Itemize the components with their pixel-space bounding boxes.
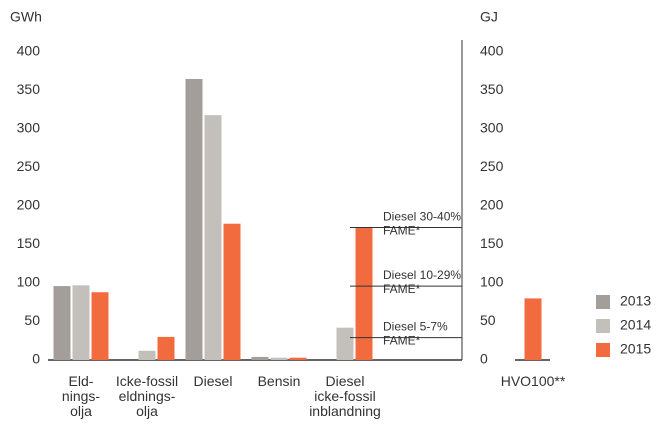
bar xyxy=(204,115,222,360)
bar xyxy=(72,285,90,360)
y-tick-label: 100 xyxy=(480,274,504,290)
y-tick-label: 300 xyxy=(480,120,504,136)
annotation: Diesel 5-7% FAME* xyxy=(383,320,448,348)
x-tick-label: Eld-nings-olja xyxy=(62,373,100,419)
y-axis-unit: GWh xyxy=(10,9,42,25)
x-tick-label: Icke-fossil eldnings-olja xyxy=(116,373,178,419)
y-tick-label: 50 xyxy=(480,312,496,328)
y-tick-label: 100 xyxy=(17,274,41,290)
y-tick-label: 200 xyxy=(480,197,504,213)
x-tick-label: Diesel xyxy=(194,373,233,389)
annotation: Diesel 10-29% FAME* xyxy=(383,268,461,296)
legend-label: 2014 xyxy=(620,317,651,333)
y-tick-label: 150 xyxy=(17,235,41,251)
bar xyxy=(270,357,288,360)
y-tick-label: 0 xyxy=(32,351,40,367)
y-tick-label: 400 xyxy=(17,43,41,59)
bar xyxy=(138,350,156,360)
bar xyxy=(524,298,542,360)
bar xyxy=(53,286,71,360)
bar xyxy=(157,336,175,360)
legend-label: 2013 xyxy=(620,293,651,309)
y-tick-label: 0 xyxy=(480,351,488,367)
legend-label: 2015 xyxy=(620,341,651,357)
y-tick-label: 400 xyxy=(480,43,504,59)
x-tick-label: Bensin xyxy=(258,373,301,389)
legend-swatch xyxy=(596,319,610,333)
x-tick-label: Diesel icke-fossil inblandning xyxy=(309,373,381,419)
y-tick-label: 250 xyxy=(17,158,41,174)
y-tick-label: 350 xyxy=(17,81,41,97)
y-tick-label: 150 xyxy=(480,235,504,251)
bar xyxy=(355,227,373,360)
bar xyxy=(289,357,307,360)
y-axis-unit: GJ xyxy=(480,9,498,25)
bar xyxy=(185,78,203,360)
bar xyxy=(223,223,241,360)
bar xyxy=(336,327,354,360)
bar xyxy=(91,292,109,360)
legend-swatch xyxy=(596,343,610,357)
annotation: Diesel 30-40% FAME* xyxy=(383,210,461,238)
y-tick-label: 300 xyxy=(17,120,41,136)
y-tick-label: 200 xyxy=(17,197,41,213)
y-tick-label: 250 xyxy=(480,158,504,174)
y-tick-label: 50 xyxy=(24,312,40,328)
y-tick-label: 350 xyxy=(480,81,504,97)
legend-swatch xyxy=(596,295,610,309)
x-tick-label: HVO100** xyxy=(501,373,566,389)
bar xyxy=(251,356,269,360)
